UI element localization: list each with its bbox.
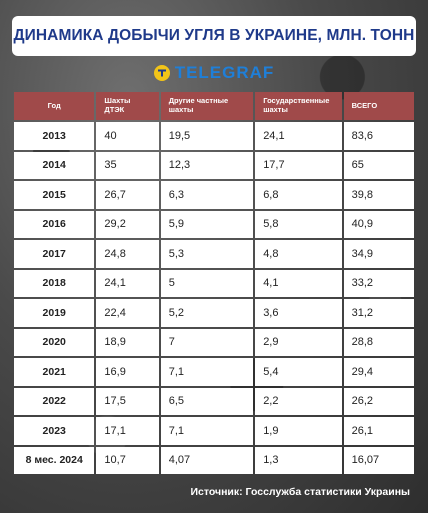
telegraf-logo: TELEGRAF bbox=[0, 62, 428, 84]
value-cell: 26,2 bbox=[343, 387, 414, 415]
value-cell: 10,7 bbox=[96, 446, 159, 474]
value-cell: 22,4 bbox=[96, 299, 159, 327]
value-cell: 6,5 bbox=[160, 387, 254, 415]
value-cell: 4,07 bbox=[160, 446, 254, 474]
value-cell: 1,3 bbox=[255, 446, 342, 474]
year-cell: 2023 bbox=[14, 417, 95, 445]
table-row: 2016 29,2 5,9 5,8 40,9 bbox=[14, 210, 414, 238]
table-row: 2017 24,8 5,3 4,8 34,9 bbox=[14, 240, 414, 268]
value-cell: 19,5 bbox=[160, 122, 254, 150]
value-cell: 24,8 bbox=[96, 240, 159, 268]
value-cell: 16,07 bbox=[343, 446, 414, 474]
table-row: 2013 40 19,5 24,1 83,6 bbox=[14, 122, 414, 150]
value-cell: 18,9 bbox=[96, 328, 159, 356]
value-cell: 3,6 bbox=[255, 299, 342, 327]
table-row: 2015 26,7 6,3 6,8 39,8 bbox=[14, 181, 414, 209]
value-cell: 35 bbox=[96, 151, 159, 179]
value-cell: 1,9 bbox=[255, 417, 342, 445]
title-banner: ДИНАМИКА ДОБЫЧИ УГЛЯ В УКРАИНЕ, МЛН. ТОН… bbox=[12, 16, 416, 56]
year-cell: 2020 bbox=[14, 328, 95, 356]
value-cell: 4,1 bbox=[255, 269, 342, 297]
coal-table: Год Шахты ДТЭК Другие частные шахты Государ… bbox=[12, 90, 416, 476]
year-cell: 2019 bbox=[14, 299, 95, 327]
value-cell: 16,9 bbox=[96, 358, 159, 386]
value-cell: 5 bbox=[160, 269, 254, 297]
table-row: 2018 24,1 5 4,1 33,2 bbox=[14, 269, 414, 297]
table-row: 2021 16,9 7,1 5,4 29,4 bbox=[14, 358, 414, 386]
value-cell: 40,9 bbox=[343, 210, 414, 238]
column-header: ВСЕГО bbox=[343, 92, 414, 120]
value-cell: 24,1 bbox=[255, 122, 342, 150]
value-cell: 26,7 bbox=[96, 181, 159, 209]
value-cell: 7,1 bbox=[160, 417, 254, 445]
value-cell: 17,5 bbox=[96, 387, 159, 415]
year-cell: 2022 bbox=[14, 387, 95, 415]
table-row: 2020 18,9 7 2,9 28,8 bbox=[14, 328, 414, 356]
value-cell: 2,2 bbox=[255, 387, 342, 415]
value-cell: 6,8 bbox=[255, 181, 342, 209]
value-cell: 17,7 bbox=[255, 151, 342, 179]
t-logo-icon bbox=[153, 65, 170, 81]
value-cell: 65 bbox=[343, 151, 414, 179]
year-cell: 2018 bbox=[14, 269, 95, 297]
table-row: 2019 22,4 5,2 3,6 31,2 bbox=[14, 299, 414, 327]
value-cell: 7,1 bbox=[160, 358, 254, 386]
value-cell: 5,9 bbox=[160, 210, 254, 238]
value-cell: 6,3 bbox=[160, 181, 254, 209]
year-cell: 2021 bbox=[14, 358, 95, 386]
value-cell: 39,8 bbox=[343, 181, 414, 209]
column-header: Государственные шахты bbox=[255, 92, 342, 120]
header-row: Год Шахты ДТЭК Другие частные шахты Государ… bbox=[14, 92, 414, 120]
value-cell: 17,1 bbox=[96, 417, 159, 445]
column-header: Другие частные шахты bbox=[160, 92, 254, 120]
value-cell: 5,2 bbox=[160, 299, 254, 327]
year-cell: 2014 bbox=[14, 151, 95, 179]
value-cell: 28,8 bbox=[343, 328, 414, 356]
year-cell: 8 мес. 2024 bbox=[14, 446, 95, 474]
table-row: 2014 35 12,3 17,7 65 bbox=[14, 151, 414, 179]
table-row: 2023 17,1 7,1 1,9 26,1 bbox=[14, 417, 414, 445]
value-cell: 4,8 bbox=[255, 240, 342, 268]
source-note: Источник: Госслужба статистики Украины bbox=[190, 486, 410, 498]
value-cell: 2,9 bbox=[255, 328, 342, 356]
year-cell: 2016 bbox=[14, 210, 95, 238]
value-cell: 29,2 bbox=[96, 210, 159, 238]
value-cell: 5,3 bbox=[160, 240, 254, 268]
year-cell: 2013 bbox=[14, 122, 95, 150]
value-cell: 5,8 bbox=[255, 210, 342, 238]
year-cell: 2017 bbox=[14, 240, 95, 268]
value-cell: 31,2 bbox=[343, 299, 414, 327]
value-cell: 29,4 bbox=[343, 358, 414, 386]
value-cell: 5,4 bbox=[255, 358, 342, 386]
value-cell: 12,3 bbox=[160, 151, 254, 179]
table-row: 8 мес. 2024 10,7 4,07 1,3 16,07 bbox=[14, 446, 414, 474]
logo-text: TELEGRAF bbox=[174, 63, 275, 82]
value-cell: 26,1 bbox=[343, 417, 414, 445]
column-header: Шахты ДТЭК bbox=[96, 92, 159, 120]
table-row: 2022 17,5 6,5 2,2 26,2 bbox=[14, 387, 414, 415]
year-cell: 2015 bbox=[14, 181, 95, 209]
value-cell: 40 bbox=[96, 122, 159, 150]
value-cell: 7 bbox=[160, 328, 254, 356]
value-cell: 24,1 bbox=[96, 269, 159, 297]
value-cell: 83,6 bbox=[343, 122, 414, 150]
page-title: ДИНАМИКА ДОБЫЧИ УГЛЯ В УКРАИНЕ, МЛН. ТОН… bbox=[13, 27, 415, 44]
column-header: Год bbox=[14, 92, 95, 120]
value-cell: 33,2 bbox=[343, 269, 414, 297]
value-cell: 34,9 bbox=[343, 240, 414, 268]
